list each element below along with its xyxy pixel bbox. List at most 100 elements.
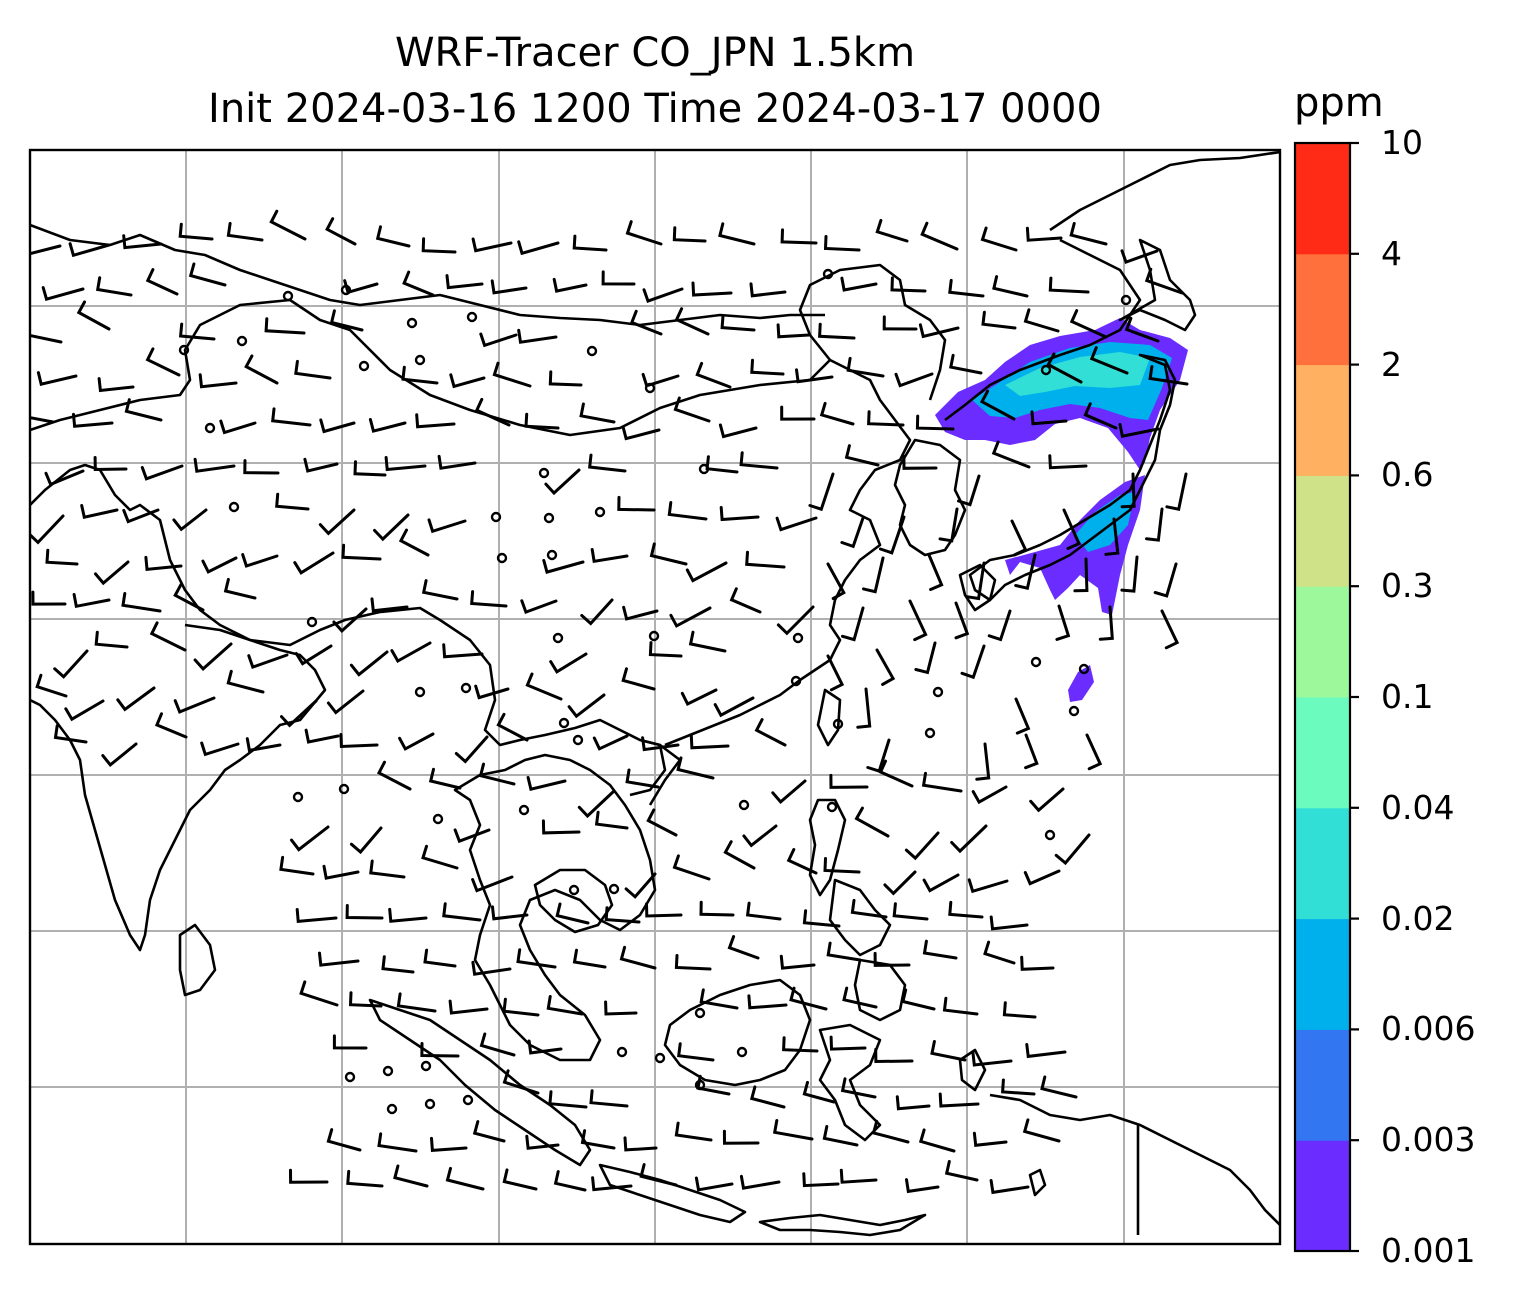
coast-luzon <box>808 798 847 897</box>
map-frame <box>28 148 1282 1246</box>
wind-barb <box>390 641 432 664</box>
coast-india <box>30 463 327 952</box>
wind-barb <box>1098 605 1114 641</box>
wind-barb <box>332 607 368 634</box>
coast-russia-east <box>1049 150 1280 232</box>
wind-barb <box>1025 226 1063 242</box>
wind-barb <box>502 997 540 1017</box>
wind-barb <box>775 516 818 532</box>
wind-barb <box>749 282 787 298</box>
wind-barb <box>76 300 111 331</box>
wind-barb <box>396 992 437 1013</box>
wind-barb <box>193 457 236 473</box>
wind-barb <box>971 785 1008 805</box>
calm-wind-circle <box>790 675 802 687</box>
wind-barb <box>421 844 459 870</box>
wind-barb <box>349 826 383 855</box>
wind-barb <box>269 209 307 241</box>
calm-wind-circle <box>236 335 248 347</box>
wind-barb <box>590 548 629 564</box>
wind-barb <box>979 389 1016 421</box>
wind-barb <box>866 738 891 773</box>
wind-barb <box>332 1034 368 1050</box>
wind-barb <box>502 1069 540 1095</box>
wind-barb <box>649 542 688 566</box>
wind-barb <box>1069 222 1108 246</box>
wind-barb <box>303 457 339 473</box>
wind-barb <box>243 459 280 475</box>
calm-wind-circle <box>228 501 240 513</box>
wind-barb <box>198 373 238 389</box>
calm-wind-circle <box>292 791 304 803</box>
wind-barb <box>471 875 514 893</box>
wind-barb <box>45 548 79 566</box>
wind-barb <box>318 508 356 536</box>
wind-barb <box>989 1179 1030 1195</box>
wind-barb <box>1148 365 1189 386</box>
wind-barb <box>685 561 728 583</box>
wind-barb <box>526 776 567 792</box>
wind-barb <box>93 456 128 472</box>
wind-barb <box>950 824 988 854</box>
colorbar-unit: ppm <box>1294 80 1384 126</box>
wind-barb <box>745 901 782 921</box>
wind-barb <box>1023 308 1060 333</box>
wind-barb <box>548 1090 588 1109</box>
wind-barb <box>479 332 518 348</box>
wind-barb <box>641 736 680 752</box>
wind-barb <box>471 960 512 976</box>
wind-barb <box>116 686 156 712</box>
wind-barb <box>30 416 55 424</box>
colorbar-segment <box>1295 697 1350 809</box>
wind-barb <box>124 398 163 422</box>
wind-barb <box>949 353 983 375</box>
wind-barb <box>882 315 918 331</box>
wind-barb <box>552 277 588 293</box>
wind-barb <box>829 1035 867 1051</box>
wind-barb <box>1020 955 1055 971</box>
wind-barb <box>1048 454 1088 470</box>
wind-barb <box>776 323 811 339</box>
wind-barb <box>878 515 906 555</box>
wind-barb <box>442 902 482 922</box>
wind-barb <box>1104 517 1120 556</box>
wind-barb <box>580 1129 616 1150</box>
wind-barb <box>883 870 917 896</box>
wind-barb <box>918 1128 956 1153</box>
colorbar-segment <box>1295 475 1350 587</box>
wind-barb <box>971 1051 1013 1067</box>
colorbar-tick-label: 0.02 <box>1381 898 1455 938</box>
calm-wind-circle <box>608 883 620 895</box>
wind-barb <box>822 1125 859 1147</box>
wind-barb <box>823 857 861 874</box>
wind-barb <box>304 728 340 744</box>
wind-barb <box>1010 519 1028 557</box>
wind-barb <box>914 641 937 675</box>
wind-barb <box>520 599 558 615</box>
wind-barb <box>742 824 778 848</box>
calm-wind-circle <box>432 813 444 825</box>
wind-barb <box>219 419 257 435</box>
wind-barb <box>780 405 816 421</box>
wind-barb <box>245 737 282 753</box>
wind-barb <box>145 347 181 377</box>
wind-barb <box>339 733 379 749</box>
wind-barb <box>1165 472 1188 511</box>
wind-barb <box>1120 555 1139 593</box>
wind-barb <box>747 994 788 1010</box>
wind-barb <box>646 808 678 837</box>
calm-wind-circle <box>338 783 350 795</box>
map-subtitle: Init 2024-03-16 1200 Time 2024-03-17 000… <box>208 86 1102 132</box>
wind-barb <box>795 368 834 384</box>
wind-barb <box>960 644 986 680</box>
wind-barb <box>948 278 985 298</box>
wind-barb <box>525 1134 560 1150</box>
wind-barb <box>905 1178 940 1194</box>
wind-barb <box>930 1040 967 1062</box>
wind-barb <box>604 906 641 924</box>
gridlines <box>30 150 1280 1244</box>
coast-korea <box>893 438 967 557</box>
coast-taiwan <box>816 688 842 747</box>
wind-barb <box>750 358 785 376</box>
wind-barb <box>680 688 718 707</box>
